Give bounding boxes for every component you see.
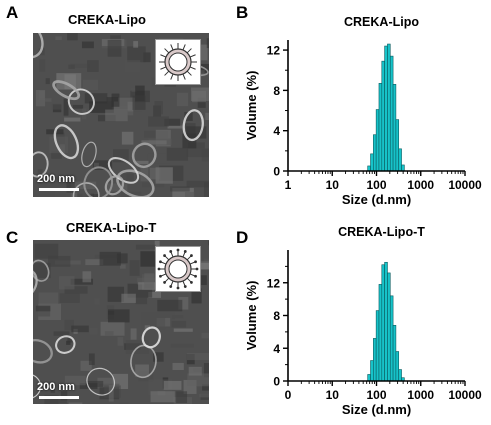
chart-d-x-tick-label: 1000: [407, 388, 434, 402]
panel-title-c: CREKA-Lipo-T: [66, 220, 157, 235]
chart-b-bar: [389, 55, 394, 172]
chart-b-x-tick-label: 10000: [448, 178, 482, 192]
chart-d-x-label: Size (d.nm): [342, 402, 411, 417]
scale-bar-label-c: 200 nm: [37, 381, 75, 393]
sem-image-a: 200 nm: [33, 33, 209, 197]
chart-d-bar: [392, 325, 397, 382]
chart-d-bar: [367, 374, 371, 382]
chart-d-y-tick-label: 12: [267, 276, 281, 290]
panel-letter-b: B: [236, 3, 249, 22]
chart-b-bar: [375, 109, 380, 172]
chart-d-x-tick-label: 10: [326, 388, 340, 402]
chart-d: CREKA-Lipo-T 0 4 8 12 0 10 100 1000 10000 Size (d.…: [240, 218, 485, 418]
chart-d-bar: [395, 351, 400, 382]
chart-d-x-tick-label: 10000: [448, 388, 482, 402]
sem-image-c: 200 nm: [33, 240, 209, 404]
chart-b-bar: [395, 119, 400, 172]
chart-b-x-tick-label: 1000: [407, 178, 434, 192]
chart-d-title: CREKA-Lipo-T: [338, 225, 425, 239]
sem-texture-c: [33, 240, 209, 404]
chart-b-title: CREKA-Lipo: [344, 15, 419, 29]
chart-b-x-tick-label: 100: [366, 178, 386, 192]
chart-d-bar: [384, 261, 388, 382]
chart-d-bar: [381, 264, 385, 382]
chart-d-bar: [370, 360, 374, 382]
scale-bar-c: [39, 396, 79, 399]
liposome-icon: [155, 39, 201, 85]
chart-d-bar: [373, 338, 377, 382]
chart-b-bar: [387, 43, 391, 172]
chart-d-bar: [378, 284, 383, 382]
chart-d-y-tick-label: 8: [273, 309, 280, 323]
chart-b-y-tick-label: 0: [273, 165, 280, 179]
ligand-liposome-icon: [155, 246, 201, 292]
panel-letter-a: A: [6, 3, 19, 22]
chart-b: CREKA-Lipo 0 4 8 12 1 10 100 1000 10000 Size (d.nm…: [240, 8, 485, 208]
chart-b-y-tick-label: 4: [273, 124, 280, 138]
chart-d-y-label: Volume (%): [244, 281, 259, 351]
scale-bar-label-a: 200 nm: [37, 173, 75, 185]
chart-d-y-tick-label: 0: [273, 375, 280, 389]
chart-d-y-tick-label: 4: [273, 342, 280, 356]
chart-d-x-tick-label: 100: [366, 388, 386, 402]
chart-b-y-label: Volume (%): [244, 71, 259, 141]
chart-b-bar: [398, 148, 402, 172]
chart-b-y-tick-label: 12: [267, 44, 281, 58]
chart-b-bar: [392, 84, 397, 172]
chart-b-bar: [381, 60, 385, 172]
chart-b-x-label: Size (d.nm): [342, 192, 411, 207]
chart-b-bar: [373, 134, 377, 172]
panel-letter-d: D: [236, 228, 249, 247]
scale-bar-a: [39, 188, 79, 191]
chart-d-bar: [387, 272, 391, 382]
chart-b-bar: [401, 164, 405, 172]
chart-b-y-tick-label: 8: [273, 84, 280, 98]
chart-d-bar: [389, 295, 394, 382]
chart-b-bar: [378, 83, 383, 172]
panel-title-a: CREKA-Lipo: [68, 12, 146, 27]
panel-letter-c: C: [6, 228, 19, 247]
chart-b-bar: [384, 45, 388, 172]
chart-b-x-tick-label: 10: [326, 178, 340, 192]
chart-b-x-tick-label: 1: [285, 178, 292, 192]
chart-d-bar: [398, 369, 402, 382]
chart-d-bar: [375, 310, 380, 382]
chart-d-x-tick-label: 0: [285, 388, 292, 402]
chart-b-bar: [370, 153, 374, 172]
